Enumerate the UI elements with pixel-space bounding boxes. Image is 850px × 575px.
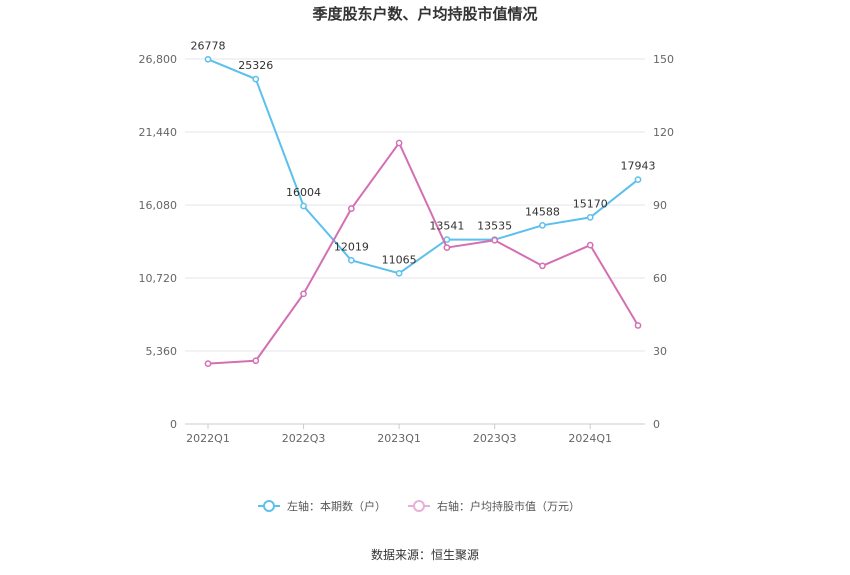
legend-label-households: 左轴：本期数（户） [287,499,386,513]
left-tick-label: 21,440 [139,126,178,139]
legend[interactable]: 左轴：本期数（户） 右轴：户均持股市值（万元） [258,499,580,513]
data-label: 17943 [621,160,656,173]
series-line-0 [207,58,639,275]
x-tick-label: 2023Q3 [473,432,517,445]
data-point[interactable] [347,256,355,264]
series-lines [204,55,642,368]
x-tick-label: 2022Q1 [186,432,230,445]
data-point[interactable] [395,139,403,147]
data-point[interactable] [252,357,260,365]
data-point[interactable] [634,176,642,183]
grid [185,58,645,425]
left-tick-label: 0 [170,418,177,431]
data-point[interactable] [491,236,499,244]
legend-marker-market-value [413,500,425,512]
left-axis-ticks: 0 5,360 10,720 16,080 21,440 26,800 [139,53,178,431]
data-point[interactable] [395,269,403,277]
data-point[interactable] [204,360,212,368]
data-point[interactable] [300,202,307,210]
legend-marker-households [263,500,275,512]
data-point[interactable] [347,205,355,212]
left-tick-label: 26,800 [139,53,178,66]
chart-title: 季度股东户数、户均持股市值情况 [312,5,537,23]
data-label: 15170 [573,197,608,210]
data-label: 13535 [477,220,512,233]
data-label: 26778 [191,39,226,52]
data-label: 16004 [286,186,321,199]
data-label: 13541 [429,220,464,233]
data-label: 25326 [238,59,273,72]
data-point[interactable] [539,262,546,270]
data-point[interactable] [300,290,307,298]
right-tick-label: 90 [653,199,667,212]
data-label: 12019 [334,240,369,253]
x-tick-label: 2023Q1 [377,432,421,445]
data-point[interactable] [443,244,451,251]
data-source: 数据来源：恒生聚源 [371,547,479,562]
right-tick-label: 30 [653,345,667,358]
data-point[interactable] [586,214,594,221]
left-tick-label: 5,360 [146,345,178,358]
right-tick-label: 150 [653,53,674,66]
right-tick-label: 60 [653,272,667,285]
series-line-1 [207,140,639,365]
data-point[interactable] [204,55,212,63]
right-axis-ticks: 0 30 60 90 120 150 [653,53,674,431]
data-label: 14588 [525,205,560,218]
data-point[interactable] [539,221,546,229]
data-point[interactable] [586,241,594,249]
legend-label-market-value: 右轴：户均持股市值（万元） [437,499,580,513]
data-point[interactable] [634,322,642,329]
legend-item-market-value[interactable]: 右轴：户均持股市值（万元） [408,499,580,513]
x-tick-label: 2024Q1 [568,432,612,445]
right-tick-label: 0 [653,418,660,431]
x-tick-label: 2022Q3 [282,432,326,445]
x-axis-ticks: 2022Q1 2022Q3 2023Q1 2023Q3 2024Q1 [186,424,612,445]
legend-item-households[interactable]: 左轴：本期数（户） [258,499,386,513]
right-tick-label: 120 [653,126,674,139]
left-tick-label: 16,080 [139,199,178,212]
data-labels: 26778 25326 16004 12019 11065 13541 13535 14588… [191,39,656,266]
left-tick-label: 10,720 [139,272,178,285]
data-point[interactable] [252,75,260,83]
data-label: 11065 [382,253,417,266]
